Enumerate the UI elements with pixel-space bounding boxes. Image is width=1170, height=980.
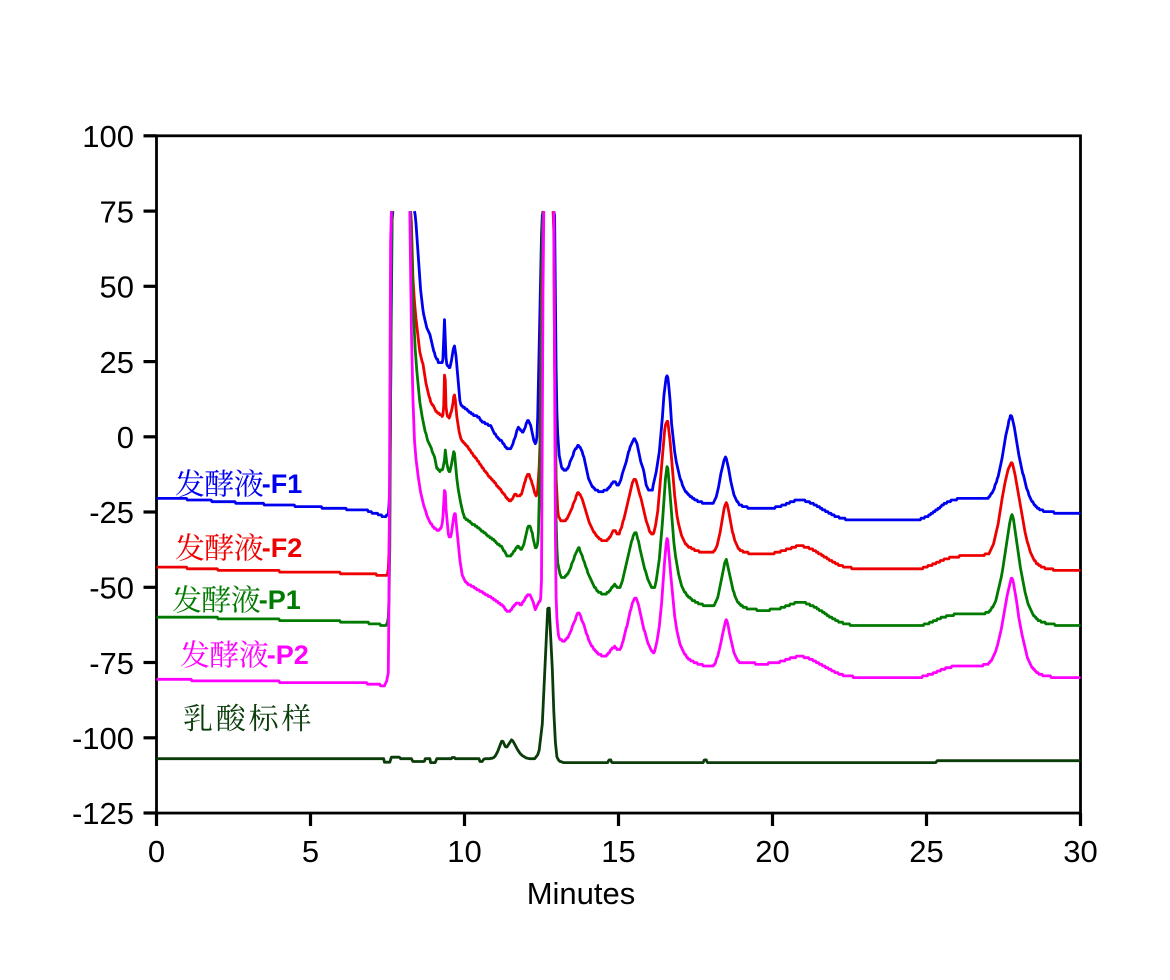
svg-text:-F1: -F1 — [262, 469, 303, 499]
svg-text:-125: -125 — [72, 796, 134, 831]
svg-text:10: 10 — [447, 834, 481, 869]
svg-text:5: 5 — [302, 834, 319, 869]
svg-text:Minutes: Minutes — [527, 876, 636, 911]
svg-text:50: 50 — [100, 270, 134, 305]
svg-text:100: 100 — [82, 119, 134, 154]
svg-text:20: 20 — [755, 834, 789, 869]
svg-text:0: 0 — [148, 834, 165, 869]
svg-text:30: 30 — [1063, 834, 1097, 869]
svg-text:75: 75 — [100, 194, 134, 229]
svg-text:0: 0 — [117, 420, 134, 455]
svg-text:-P1: -P1 — [259, 585, 301, 615]
svg-text:-75: -75 — [89, 646, 134, 681]
svg-text:25: 25 — [100, 345, 134, 380]
svg-text:25: 25 — [909, 834, 943, 869]
svg-text:-P2: -P2 — [267, 640, 309, 670]
svg-text:15: 15 — [601, 834, 635, 869]
svg-text:-25: -25 — [89, 495, 134, 530]
svg-text:-100: -100 — [72, 721, 134, 756]
svg-text:-50: -50 — [89, 571, 134, 606]
svg-text:-F2: -F2 — [262, 533, 303, 563]
